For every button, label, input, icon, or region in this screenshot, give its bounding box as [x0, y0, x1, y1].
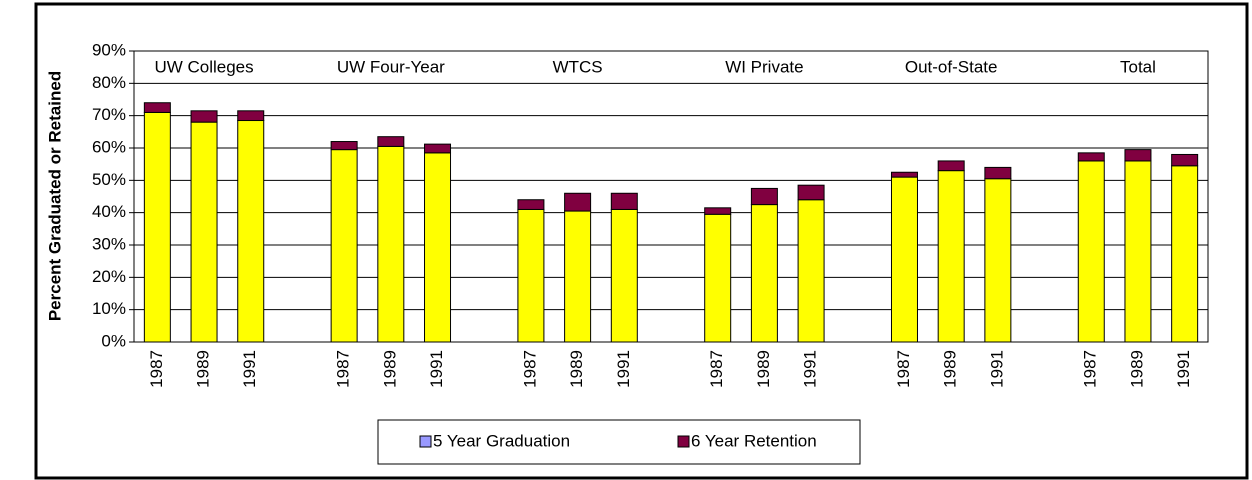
bar-segment — [143, 111, 171, 343]
legend-label: 6 Year Retention — [691, 431, 817, 450]
group-label: Out-of-State — [905, 57, 998, 76]
bar-segment — [1077, 160, 1105, 343]
bar-segment — [424, 143, 452, 154]
bar-segment — [984, 178, 1012, 343]
legend-swatch — [419, 435, 432, 448]
bar-segment — [564, 192, 592, 212]
legend-swatch — [677, 435, 690, 448]
x-tick-label: 1989 — [941, 350, 960, 388]
bar-segment — [237, 120, 265, 343]
bar-segment — [190, 121, 218, 343]
bar-segment — [1124, 149, 1152, 162]
bar-segment — [984, 166, 1012, 180]
bar-segment — [1171, 165, 1199, 343]
x-tick-label: 1991 — [801, 350, 820, 388]
x-tick-label: 1989 — [754, 350, 773, 388]
bar-segment — [330, 149, 358, 343]
x-tick-label: 1987 — [707, 350, 726, 388]
x-tick-label: 1991 — [427, 350, 446, 388]
y-tick-label: 0% — [101, 331, 126, 350]
x-tick-label: 1989 — [1127, 350, 1146, 388]
bar-segment — [190, 110, 218, 123]
bar-segment — [237, 110, 265, 122]
group-label: Total — [1120, 57, 1156, 76]
bar-segment — [890, 176, 918, 343]
legend-box — [377, 419, 861, 465]
bar-segment — [143, 102, 171, 113]
y-tick-label: 60% — [92, 137, 126, 156]
bar-segment — [890, 171, 918, 178]
bar-segment — [564, 210, 592, 343]
y-axis-label: Percent Graduated or Retained — [45, 71, 64, 321]
y-tick-label: 10% — [92, 299, 126, 318]
bar-segment — [797, 184, 825, 201]
legend-label: 5 Year Graduation — [433, 431, 570, 450]
group-label: UW Colleges — [154, 57, 253, 76]
x-tick-label: 1991 — [240, 350, 259, 388]
bar-segment — [797, 199, 825, 343]
x-tick-label: 1987 — [1081, 350, 1100, 388]
bar-segment — [610, 192, 638, 210]
bar-segment — [377, 136, 405, 147]
bar-segment — [330, 141, 358, 151]
x-tick-label: 1991 — [987, 350, 1006, 388]
x-tick-label: 1991 — [614, 350, 633, 388]
y-tick-label: 70% — [92, 105, 126, 124]
y-tick-label: 50% — [92, 170, 126, 189]
x-tick-label: 1989 — [380, 350, 399, 388]
bar-segment — [1171, 153, 1199, 167]
bar-segment — [704, 207, 732, 215]
x-tick-label: 1987 — [147, 350, 166, 388]
y-tick-label: 20% — [92, 267, 126, 286]
bar-segment — [704, 213, 732, 343]
bar-segment — [377, 145, 405, 343]
group-label: WTCS — [553, 57, 603, 76]
x-tick-label: 1991 — [1174, 350, 1193, 388]
bar-segment — [937, 170, 965, 343]
x-tick-label: 1989 — [567, 350, 586, 388]
group-label: WI Private — [725, 57, 803, 76]
x-tick-label: 1987 — [520, 350, 539, 388]
bar-segment — [750, 204, 778, 343]
x-tick-label: 1987 — [334, 350, 353, 388]
y-tick-label: 80% — [92, 73, 126, 92]
bar-segment — [937, 160, 965, 172]
group-label: UW Four-Year — [337, 57, 445, 76]
x-tick-label: 1989 — [194, 350, 213, 388]
bar-segment — [424, 152, 452, 343]
y-tick-label: 90% — [92, 40, 126, 59]
y-tick-label: 30% — [92, 234, 126, 253]
y-tick-label: 40% — [92, 202, 126, 221]
bar-segment — [517, 208, 545, 343]
bar-segment — [1077, 152, 1105, 162]
bar-segment — [517, 199, 545, 210]
bar-segment — [610, 208, 638, 343]
plot-area — [133, 50, 1209, 343]
x-tick-label: 1987 — [894, 350, 913, 388]
bar-segment — [750, 187, 778, 206]
bar-segment — [1124, 160, 1152, 343]
